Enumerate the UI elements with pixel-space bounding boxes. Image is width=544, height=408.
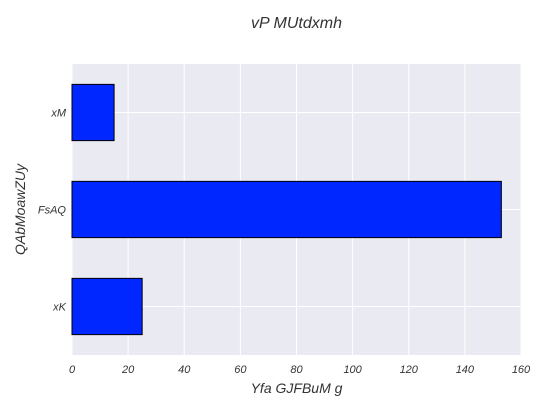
x-tick-labels: 0 20 40 60 80 100 120 140 160: [69, 364, 531, 376]
bar-xM: [72, 84, 114, 140]
x-tick-label: 160: [512, 364, 531, 376]
x-tick-label: 120: [400, 364, 419, 376]
x-axis-label: Yfa GJFBuM g: [251, 380, 343, 396]
x-tick-label: 100: [343, 364, 362, 376]
bar-FsAQ: [72, 181, 501, 237]
x-tick-label: 60: [234, 364, 247, 376]
y-tick-label: xM: [50, 108, 67, 120]
y-tick-labels: xK FsAQ xM: [38, 108, 67, 314]
y-axis-label: QAbMoawZUy: [12, 163, 28, 255]
x-tick-label: 80: [290, 364, 303, 376]
x-tick-label: 20: [121, 364, 135, 376]
x-tick-label: 0: [69, 364, 76, 376]
bar-xK: [72, 278, 142, 334]
x-tick-label: 140: [456, 364, 475, 376]
x-tick-label: 40: [178, 364, 191, 376]
y-tick-label: FsAQ: [38, 205, 67, 217]
chart-title: vP MUtdxmh: [251, 15, 342, 32]
y-tick-label: xK: [52, 302, 67, 314]
